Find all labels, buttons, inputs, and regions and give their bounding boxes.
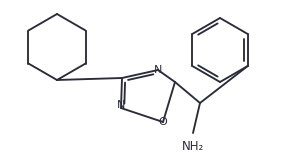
Text: N: N bbox=[154, 65, 162, 75]
Text: O: O bbox=[159, 117, 167, 127]
Text: N: N bbox=[117, 100, 125, 110]
Text: NH₂: NH₂ bbox=[182, 139, 204, 153]
